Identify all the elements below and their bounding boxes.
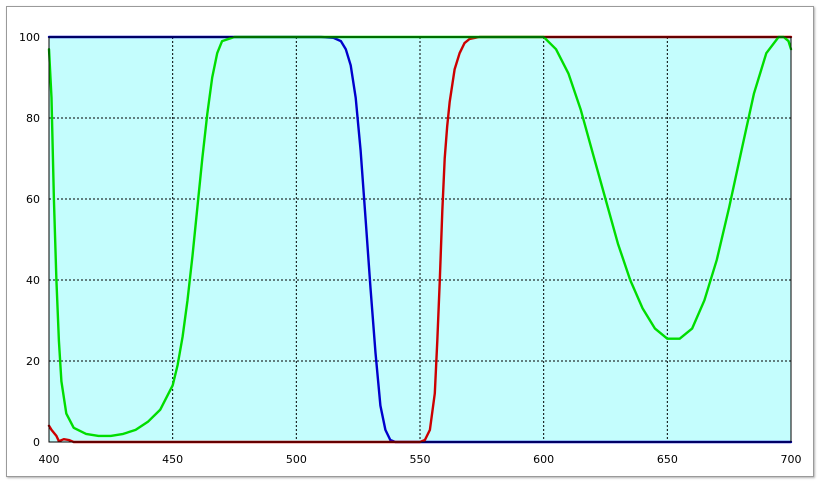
y-tick-label: 40 [26, 274, 40, 287]
y-tick-label: 100 [19, 31, 40, 44]
chart-frame: 400 450 500 550 600 650 700 0 20 40 60 80 100 [6, 6, 814, 477]
series-line-2 [47, 35, 793, 444]
x-tick-label: 650 [657, 453, 678, 466]
x-tick-label: 450 [162, 453, 183, 466]
transmission-chart: 400 450 500 550 600 650 700 0 20 40 60 80 100 [19, 31, 802, 466]
x-tick-label: 500 [286, 453, 307, 466]
x-tick-label: 400 [39, 453, 60, 466]
x-tick-label: 700 [781, 453, 802, 466]
plot-border [48, 36, 792, 443]
series-line-1 [47, 35, 793, 444]
series-line-3 [47, 35, 793, 438]
y-tick-label: 80 [26, 112, 40, 125]
x-tick-label: 600 [533, 453, 554, 466]
x-tick-label: 550 [410, 453, 431, 466]
y-tick-label: 20 [26, 355, 40, 368]
y-tick-label: 60 [26, 193, 40, 206]
y-tick-label: 0 [33, 436, 40, 449]
